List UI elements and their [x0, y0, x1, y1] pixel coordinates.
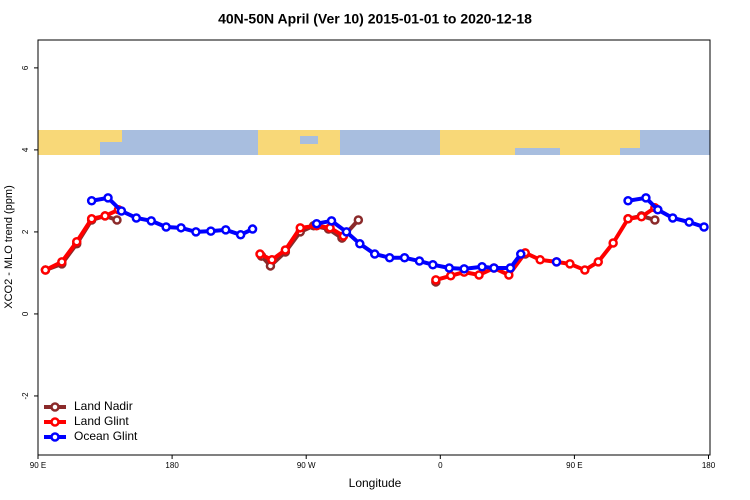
y-axis-label: XCO2 - MLO trend (ppm): [3, 185, 15, 308]
point: [384, 253, 395, 263]
point: [667, 213, 678, 223]
point: [40, 265, 51, 275]
point: [699, 222, 709, 232]
point: [474, 270, 484, 280]
point: [247, 224, 258, 234]
x-tick-label: 0: [438, 461, 443, 470]
point: [535, 255, 545, 265]
point: [176, 223, 186, 233]
point: [103, 193, 113, 203]
point: [516, 249, 526, 259]
x-tick-label: 90 E: [566, 461, 582, 470]
point: [445, 271, 456, 281]
legend-label: Ocean Glint: [74, 429, 138, 443]
x-tick-label: 180: [165, 461, 179, 470]
point: [295, 223, 305, 233]
point: [267, 255, 277, 265]
point: [220, 225, 231, 235]
legend-marker: [50, 417, 60, 427]
point: [355, 239, 365, 249]
y-tick-label: 0: [21, 311, 30, 316]
plot-frame: [37, 39, 711, 456]
point: [71, 237, 82, 247]
point: [280, 245, 291, 255]
x-tick-label: 90 E: [30, 461, 46, 470]
y-tick-label: 2: [21, 229, 30, 234]
point: [459, 264, 469, 274]
point: [477, 262, 487, 272]
point: [565, 259, 575, 269]
chart-title: 40N-50N April (Ver 10) 2015-01-01 to 202…: [218, 11, 532, 27]
point: [311, 218, 322, 229]
point: [369, 249, 380, 259]
point: [326, 216, 337, 226]
legend-marker: [50, 402, 60, 412]
point: [636, 211, 647, 222]
point: [641, 193, 651, 203]
legend-label: Land Nadir: [74, 399, 133, 413]
point: [353, 215, 364, 225]
point: [146, 216, 156, 226]
point: [235, 230, 246, 240]
point: [131, 213, 142, 223]
legend-marker: [50, 432, 60, 442]
point: [57, 257, 67, 267]
point: [489, 263, 499, 273]
point: [206, 226, 216, 236]
point: [580, 265, 590, 275]
point: [593, 257, 603, 267]
point: [255, 249, 265, 259]
point: [116, 206, 127, 216]
point: [191, 227, 201, 237]
point: [414, 256, 425, 266]
point: [431, 275, 441, 285]
legend-label: Land Glint: [74, 414, 129, 428]
x-axis-label: Longitude: [349, 476, 402, 490]
point: [505, 263, 516, 273]
point: [428, 259, 438, 270]
point: [86, 196, 97, 206]
point: [161, 222, 171, 232]
y-tick-label: 6: [21, 65, 30, 70]
x-tick-label: 90 W: [297, 461, 316, 470]
point: [551, 257, 562, 267]
point: [623, 214, 633, 224]
point: [684, 217, 694, 227]
y-tick-label: -2: [21, 392, 30, 400]
x-tick-label: 180: [702, 461, 716, 470]
point: [100, 211, 110, 221]
y-tick-label: 4: [21, 147, 30, 152]
point: [444, 263, 454, 273]
point: [653, 205, 663, 215]
point: [650, 215, 660, 225]
map-strip: [38, 130, 710, 155]
series-line: [435, 206, 656, 282]
point: [341, 227, 352, 237]
point: [86, 214, 97, 224]
point: [623, 196, 633, 206]
point: [112, 215, 122, 225]
point: [399, 253, 410, 263]
point: [608, 238, 618, 248]
